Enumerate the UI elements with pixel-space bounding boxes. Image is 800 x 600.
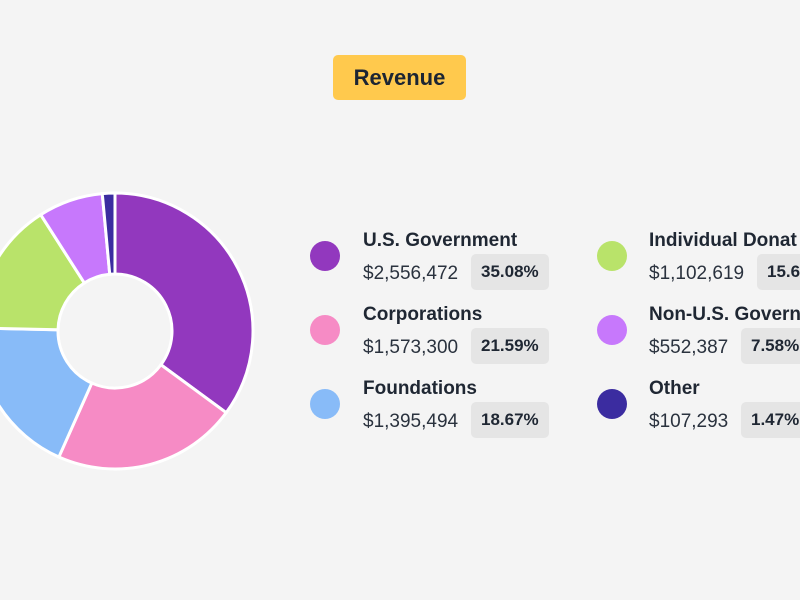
legend-color-dot: [597, 389, 627, 419]
legend-amount: $552,387: [649, 337, 729, 358]
legend-percent-badge: 21.59%: [471, 328, 549, 364]
legend-percent-badge: 18.67%: [471, 402, 549, 438]
legend-amount: $1,573,300: [363, 337, 459, 358]
donut-slice: [0, 212, 87, 332]
legend-label: Corporations: [363, 304, 483, 325]
legend-label: U.S. Government: [363, 230, 518, 251]
legend-percent-badge: 7.58%: [741, 328, 800, 364]
legend-label: Foundations: [363, 378, 477, 399]
legend-amount: $107,293: [649, 411, 729, 432]
legend-amount: $1,395,494: [363, 411, 459, 432]
legend-label: Individual Donat: [649, 230, 797, 251]
legend-label: Non-U.S. Govern: [649, 304, 800, 325]
donut-slice: [0, 327, 94, 460]
legend-percent-badge: 35.08%: [471, 254, 549, 290]
chart-title: Revenue: [333, 55, 466, 100]
donut-slice: [100, 191, 117, 276]
legend-amount: $2,556,472: [363, 263, 459, 284]
legend-color-dot: [310, 315, 340, 345]
legend-color-dot: [597, 241, 627, 271]
legend-color-dot: [310, 389, 340, 419]
donut-slice: [113, 191, 255, 415]
legend-color-dot: [597, 315, 627, 345]
legend-percent-badge: 1.47%: [741, 402, 800, 438]
legend-color-dot: [310, 241, 340, 271]
legend-percent-badge: 15.6: [757, 254, 800, 290]
donut-slice: [56, 362, 229, 471]
legend-amount: $1,102,619: [649, 263, 745, 284]
legend-label: Other: [649, 378, 700, 399]
